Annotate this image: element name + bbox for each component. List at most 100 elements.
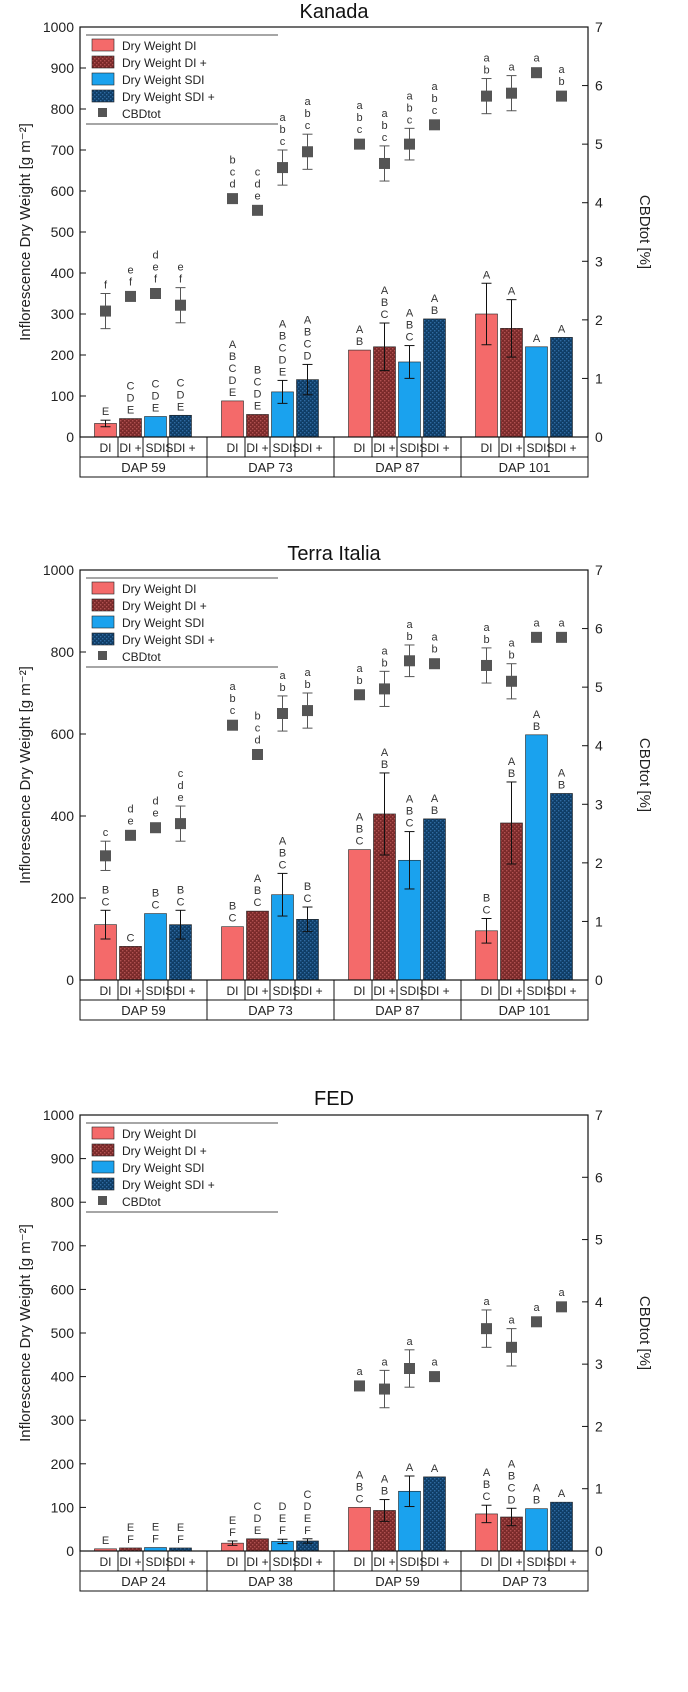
bar xyxy=(525,1508,548,1552)
cbd-marker xyxy=(481,90,492,102)
cbd-letter-1: b xyxy=(356,675,362,687)
bar-letter-1: B xyxy=(356,336,363,348)
cbd-letter-0: a xyxy=(356,663,363,675)
y-tick-label: 300 xyxy=(51,306,75,322)
y-tick-label: 800 xyxy=(51,644,75,660)
y-tick-label: 100 xyxy=(51,388,75,404)
category-label: DI xyxy=(227,1555,239,1569)
cbd-letter-0: b xyxy=(229,155,235,167)
cbd-letter-1: f xyxy=(179,274,183,286)
legend: Dry Weight DI Dry Weight DI + Dry Weight S… xyxy=(86,577,278,668)
chart-title: Terra Italia xyxy=(287,543,381,565)
y-tick-label: 200 xyxy=(51,1456,75,1472)
y2-tick-label: 5 xyxy=(595,1232,603,1248)
bar-letter-0: C xyxy=(177,377,185,389)
chart-title: Kanada xyxy=(300,1,370,23)
category-label: DI xyxy=(354,984,366,998)
bar-letter-1: D xyxy=(127,393,135,405)
cbd-letter-0: a xyxy=(431,632,438,644)
legend-swatch xyxy=(91,581,115,595)
legend-swatch xyxy=(91,72,115,86)
bar-letter-0: A xyxy=(533,1483,541,1495)
bar xyxy=(246,414,269,438)
bar-letter-2: E xyxy=(127,405,134,417)
cbd-marker xyxy=(429,1371,440,1383)
group-label: DAP 101 xyxy=(499,460,551,475)
y-tick-label: 800 xyxy=(51,101,75,117)
y2-tick-label: 4 xyxy=(595,738,603,754)
y2-tick-label: 2 xyxy=(595,855,603,871)
category-label: DI + xyxy=(119,1555,141,1569)
bar-letter-1: C xyxy=(254,376,262,388)
legend-label: Dry Weight SDI + xyxy=(122,1178,215,1192)
cbd-letter-0: a xyxy=(356,100,363,112)
legend-swatch xyxy=(91,1126,115,1140)
group-label: DAP 101 xyxy=(499,1003,551,1018)
bar-letter-1: B xyxy=(431,305,438,317)
cbd-letter-2: c xyxy=(382,132,388,144)
legend-swatch xyxy=(91,55,115,69)
cbd-marker xyxy=(100,850,111,862)
bar-letter-3: F xyxy=(304,1525,311,1537)
y2-tick-label: 3 xyxy=(595,1356,603,1372)
y-axis-label: Inflorescence Dry Weight [g m⁻²] xyxy=(17,123,34,341)
cbd-letter-2: c xyxy=(280,136,286,148)
y2-tick-label: 0 xyxy=(595,972,603,988)
cbd-letter-0: a xyxy=(558,617,565,629)
cbd-marker xyxy=(354,138,365,150)
y2-tick-label: 2 xyxy=(595,312,603,328)
y2-tick-label: 4 xyxy=(595,195,603,211)
cbd-marker xyxy=(354,1380,365,1392)
bar-letter-2: C xyxy=(508,1482,516,1494)
bar-letter-0: A xyxy=(558,323,566,335)
bar-letter-1: D xyxy=(304,1501,312,1513)
category-label: DI xyxy=(100,441,112,455)
legend-label: Dry Weight DI xyxy=(122,582,196,596)
cbd-letter-1: b xyxy=(406,102,412,114)
legend-swatch xyxy=(91,598,115,612)
cbd-letter-0: c xyxy=(255,166,261,178)
bar-letter-2: D xyxy=(254,388,262,400)
category-label: SDI + xyxy=(292,1555,322,1569)
cbd-marker xyxy=(277,708,288,719)
y-tick-label: 600 xyxy=(51,726,75,742)
cbd-marker xyxy=(175,818,186,830)
cbd-letter-0: a xyxy=(279,670,286,682)
bar xyxy=(423,818,446,981)
y2-tick-label: 7 xyxy=(595,1107,603,1123)
cbd-letter-1: b xyxy=(279,682,285,694)
cbd-letter-0: a xyxy=(508,1315,515,1327)
category-label: DI + xyxy=(500,1555,522,1569)
cbd-letter-1: b xyxy=(431,93,437,105)
category-label: SDI xyxy=(526,441,546,455)
legend-marker xyxy=(98,1196,107,1205)
bar-letter-1: E xyxy=(279,1513,286,1525)
group-label: DAP 87 xyxy=(375,1003,420,1018)
bar-letter-1: B xyxy=(483,1479,490,1491)
y-tick-label: 300 xyxy=(51,1412,75,1428)
cbd-marker xyxy=(531,631,542,643)
cbd-letter-0: d xyxy=(127,803,133,815)
y-tick-label: 400 xyxy=(51,1369,75,1385)
bar-letter-0: A xyxy=(431,1463,439,1475)
bar-letter-0: A xyxy=(508,286,516,298)
cbd-letter-1: c xyxy=(255,723,261,735)
y-tick-label: 500 xyxy=(51,224,75,240)
bar-letter-1: B xyxy=(304,326,311,338)
y2-tick-label: 3 xyxy=(595,253,603,269)
cbd-letter-0: a xyxy=(304,96,311,108)
cbd-letter-0: a xyxy=(533,1302,540,1314)
cbd-letter-0: a xyxy=(381,645,388,657)
bar-letter-0: E xyxy=(152,1522,159,1534)
bar xyxy=(221,400,244,438)
legend-swatch xyxy=(91,632,115,646)
legend-label: CBDtot xyxy=(122,650,161,664)
legend-label: Dry Weight SDI + xyxy=(122,90,215,104)
category-label: DI xyxy=(100,984,112,998)
category-label: DI + xyxy=(500,441,522,455)
y-tick-label: 800 xyxy=(51,1194,75,1210)
y-tick-label: 200 xyxy=(51,890,75,906)
bar-letter-0: A xyxy=(381,1474,389,1486)
category-label: DI + xyxy=(500,984,522,998)
